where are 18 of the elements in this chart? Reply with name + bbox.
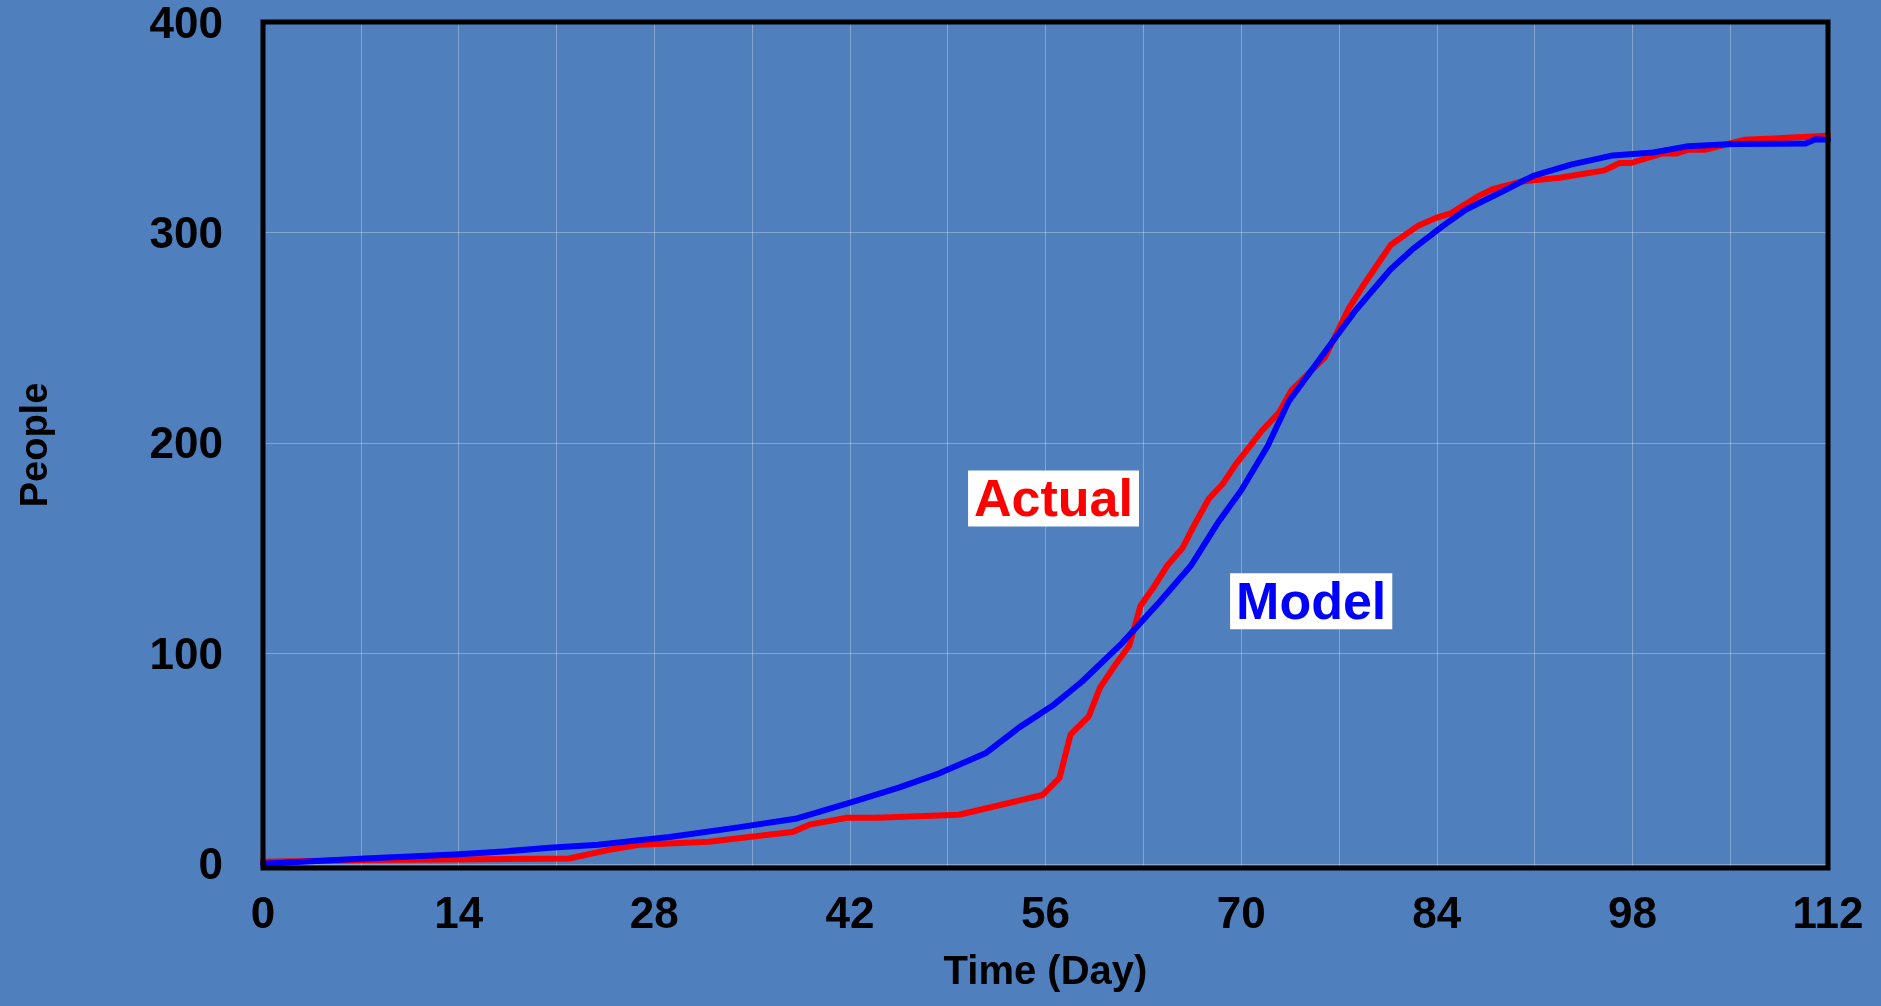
y-tick-label: 0 (198, 839, 223, 889)
x-axis-title: Time (Day) (943, 948, 1148, 992)
series-label: Actual (974, 469, 1133, 528)
y-axis-title: People (13, 382, 55, 508)
y-tick-label: 100 (149, 628, 223, 678)
x-tick-label: 112 (1792, 887, 1864, 937)
x-tick-label: 28 (629, 887, 679, 937)
y-tick-label: 300 (149, 207, 223, 257)
series-label: Model (1236, 572, 1387, 631)
x-tick-label: 0 (250, 887, 276, 937)
x-tick-label: 70 (1216, 887, 1266, 937)
x-tick-label: 42 (825, 887, 875, 937)
x-tick-label: 14 (434, 887, 484, 937)
y-tick-label: 200 (149, 418, 223, 468)
y-tick-label: 400 (149, 0, 223, 47)
x-tick-label: 84 (1412, 887, 1462, 937)
x-tick-label: 56 (1021, 887, 1070, 937)
x-tick-label: 98 (1607, 887, 1657, 937)
